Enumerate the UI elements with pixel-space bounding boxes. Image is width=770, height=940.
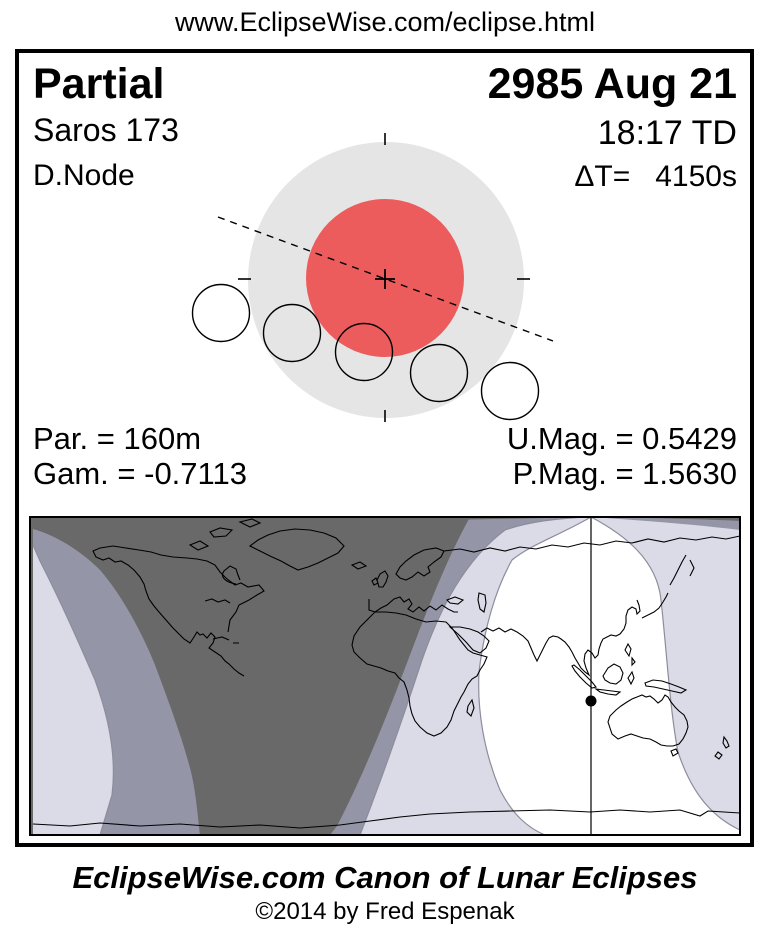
eclipse-date-label: 2985 Aug 21: [487, 60, 737, 108]
moon-position-circle-greatest: [334, 322, 394, 382]
delta-t-label: ΔT= 4150s: [574, 160, 737, 193]
map-frame: [29, 516, 741, 836]
moon-position-circle-p1: [191, 283, 251, 343]
moon-position-circle-u1: [262, 303, 322, 363]
eclipse-time-label: 18:17 TD: [597, 114, 737, 152]
sub-lunar-point-dot: [585, 695, 597, 707]
visibility-contour-lines: [32, 517, 740, 835]
saros-label: Saros 173: [33, 112, 179, 148]
shadow-center-crosshair: [375, 269, 395, 289]
node-label: D.Node: [33, 159, 135, 192]
map-zone-not-visible-americas: [33, 517, 470, 835]
page-url-text: www.EclipseWise.com/eclipse.html: [174, 7, 596, 37]
visibility-map: [29, 516, 741, 836]
coastlines: [32, 518, 740, 829]
canon-title: EclipseWise.com Canon of Lunar Eclipses: [72, 860, 698, 895]
copyright-credit: ©2014 by Fred Espenak: [255, 898, 515, 925]
moon-position-circle-u4: [409, 343, 469, 403]
eclipse-type-label: Partial: [33, 60, 165, 108]
umbral-magnitude-stat: U.Mag. = 0.5429: [506, 421, 737, 456]
moon-position-circle-p4: [480, 361, 540, 421]
gamma-stat: Gam. = -0.7113: [33, 456, 247, 491]
shadow-diagram: [191, 133, 554, 422]
partial-duration-stat: Par. = 160m: [33, 421, 202, 456]
penumbral-magnitude-stat: P.Mag. = 1.5630: [512, 456, 737, 491]
